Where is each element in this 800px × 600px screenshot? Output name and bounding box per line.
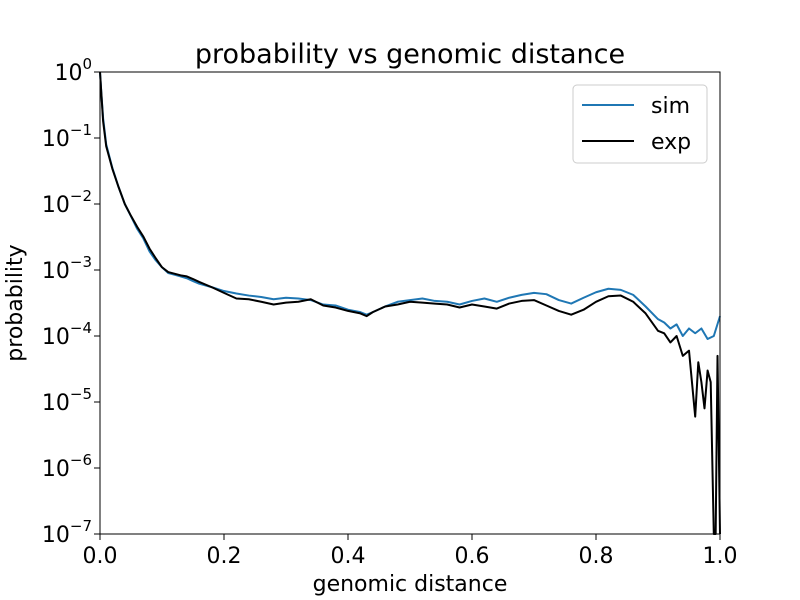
y-tick-exponent: 0 (82, 55, 92, 73)
x-tick-label: 0.8 (579, 544, 614, 569)
y-tick-base: 10 (42, 457, 70, 482)
y-tick-exponent: −2 (70, 187, 92, 205)
y-tick-exponent: −5 (70, 385, 92, 403)
series-line-exp (99, 71, 721, 535)
y-tick-label: 100 (54, 55, 92, 86)
legend: sim exp (572, 84, 708, 164)
y-tick-exponent: −4 (70, 319, 92, 337)
y-tick-label: 10−1 (42, 121, 92, 152)
y-tick-base: 10 (42, 127, 70, 152)
plot-frame (99, 71, 721, 535)
legend-label-sim: sim (651, 94, 690, 119)
x-tick-label: 0.6 (455, 544, 490, 569)
x-tick-label: 0.4 (331, 544, 366, 569)
y-tick-label: 10−2 (42, 187, 92, 218)
y-tick-base: 10 (54, 61, 82, 86)
y-tick-base: 10 (42, 523, 70, 548)
y-tick-exponent: −6 (70, 451, 92, 469)
y-tick-base: 10 (42, 193, 70, 218)
x-axis-ticks: 0.0 0.2 0.4 0.6 0.8 1.0 (83, 534, 738, 569)
y-tick-label: 10−3 (42, 253, 92, 284)
y-tick-label: 10−6 (42, 451, 92, 482)
legend-label-exp: exp (651, 130, 691, 155)
y-tick-base: 10 (42, 259, 70, 284)
y-tick-base: 10 (42, 325, 70, 350)
x-tick-label: 0.0 (83, 544, 118, 569)
y-tick-label: 10−7 (42, 517, 92, 548)
y-tick-label: 10−5 (42, 385, 92, 416)
y-tick-exponent: −3 (70, 253, 92, 271)
x-tick-label: 1.0 (703, 544, 738, 569)
x-axis-label: genomic distance (313, 572, 508, 597)
y-tick-label: 10−4 (42, 319, 92, 350)
y-tick-exponent: −7 (70, 517, 92, 535)
y-tick-exponent: −1 (70, 121, 92, 139)
series-layer (99, 71, 721, 535)
x-tick-label: 0.2 (207, 544, 242, 569)
y-tick-base: 10 (42, 391, 70, 416)
chart-title: probability vs genomic distance (195, 39, 625, 70)
y-axis-label: probability (3, 244, 28, 361)
